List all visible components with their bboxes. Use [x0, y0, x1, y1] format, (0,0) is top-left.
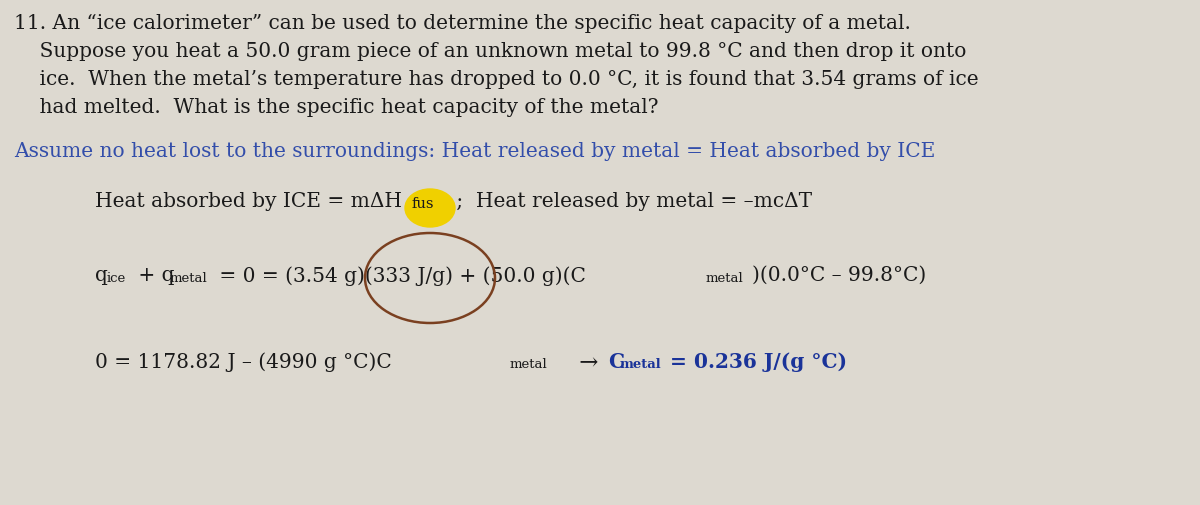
Text: metal: metal: [620, 358, 661, 371]
Text: Assume no heat lost to the surroundings: Heat released by metal = Heat absorbed : Assume no heat lost to the surroundings:…: [14, 142, 935, 161]
Text: ;  Heat released by metal = –mcΔT: ; Heat released by metal = –mcΔT: [450, 192, 812, 211]
Text: = 0 = (3.54 g)(333 J/g) + (50.0 g)(C: = 0 = (3.54 g)(333 J/g) + (50.0 g)(C: [214, 266, 586, 286]
Text: )(0.0°C – 99.8°C): )(0.0°C – 99.8°C): [752, 266, 926, 285]
Text: fus: fus: [412, 197, 434, 211]
Text: 0 = 1178.82 J – (4990 g °C)C: 0 = 1178.82 J – (4990 g °C)C: [95, 352, 391, 372]
Text: + q: + q: [132, 266, 174, 285]
Text: Suppose you heat a 50.0 gram piece of an unknown metal to 99.8 °C and then drop : Suppose you heat a 50.0 gram piece of an…: [14, 42, 966, 61]
Text: ice.  When the metal’s temperature has dropped to 0.0 °C, it is found that 3.54 : ice. When the metal’s temperature has dr…: [14, 70, 979, 89]
Text: metal: metal: [510, 358, 547, 371]
Text: ice: ice: [107, 272, 126, 285]
Text: C: C: [608, 352, 624, 372]
Text: = 0.236 J/(g °C): = 0.236 J/(g °C): [662, 352, 847, 372]
Text: had melted.  What is the specific heat capacity of the metal?: had melted. What is the specific heat ca…: [14, 98, 659, 117]
Text: metal: metal: [706, 272, 744, 285]
Text: metal: metal: [170, 272, 208, 285]
Text: Heat absorbed by ICE = mΔH: Heat absorbed by ICE = mΔH: [95, 192, 402, 211]
Text: q: q: [95, 266, 108, 285]
Text: 11. An “ice calorimeter” can be used to determine the specific heat capacity of : 11. An “ice calorimeter” can be used to …: [14, 14, 911, 33]
Text: →: →: [572, 352, 606, 374]
